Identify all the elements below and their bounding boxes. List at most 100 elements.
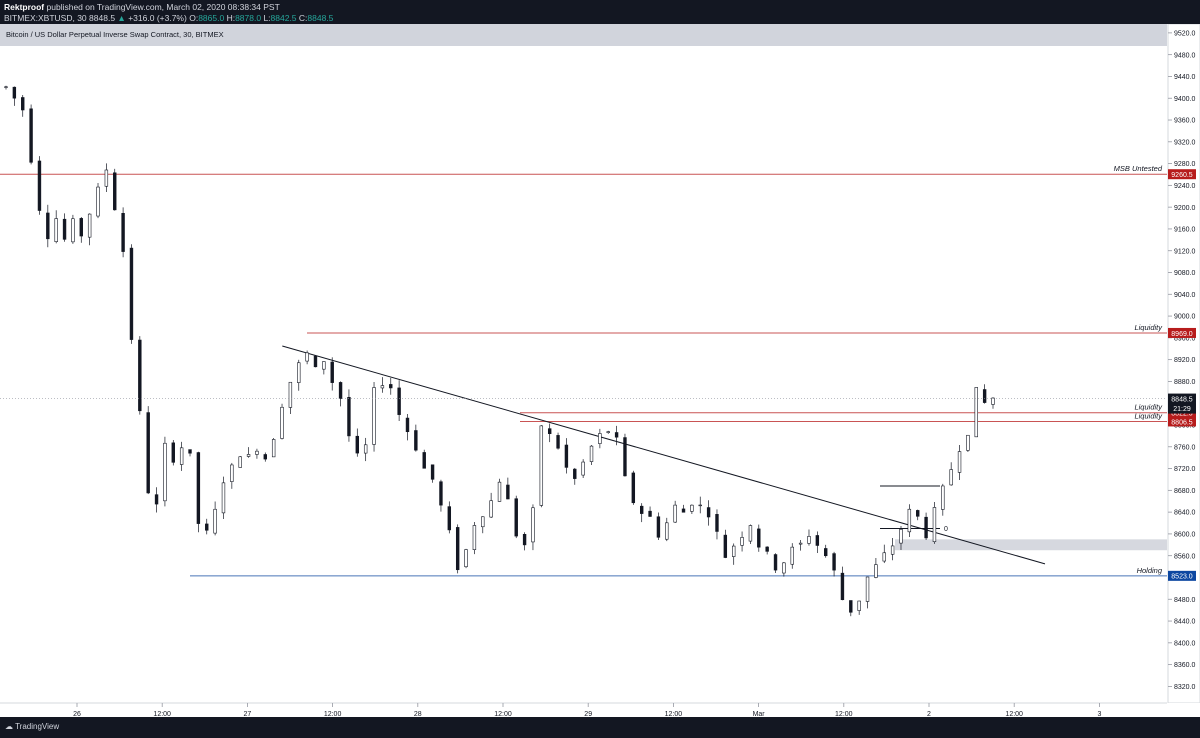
candle-body[interactable] (196, 452, 201, 524)
price-chart[interactable]: 9520.0 9480.0 9440.0 9400.0 9360.0 9320.0 9280… (0, 24, 1200, 717)
candle-body[interactable] (807, 536, 811, 544)
candle-body[interactable] (380, 385, 385, 389)
candle-body[interactable] (146, 412, 150, 494)
candle-body[interactable] (757, 528, 761, 548)
trendline[interactable] (282, 345, 1046, 565)
candle-body[interactable] (455, 527, 460, 571)
candle-body[interactable] (665, 522, 669, 540)
candle-body[interactable] (765, 546, 769, 552)
candle-body[interactable] (740, 537, 744, 546)
candle-body[interactable] (773, 554, 778, 571)
footer-brand[interactable]: ☁ TradingView (5, 722, 59, 731)
candle-body[interactable] (639, 505, 644, 514)
candle-body[interactable] (514, 498, 518, 537)
candle-body[interactable] (573, 468, 577, 479)
candle-body[interactable] (623, 437, 627, 477)
candle-body[interactable] (179, 447, 184, 465)
candle-body[interactable] (29, 108, 33, 163)
candle-body[interactable] (874, 564, 878, 578)
candle-body[interactable] (297, 362, 301, 383)
candle-body[interactable] (213, 508, 217, 534)
candle-body[interactable] (54, 218, 58, 242)
candle-body[interactable] (62, 218, 67, 240)
candle-body[interactable] (506, 484, 510, 500)
candle-body[interactable] (941, 485, 945, 510)
candle-body[interactable] (12, 86, 17, 99)
author-name[interactable]: Rektproof (4, 2, 45, 12)
candle-body[interactable] (857, 600, 861, 611)
candle-body[interactable] (631, 472, 636, 504)
candle-body[interactable] (648, 510, 652, 517)
candle-body[interactable] (824, 548, 828, 557)
candle-body[interactable] (907, 508, 912, 533)
candle-body[interactable] (598, 433, 602, 444)
candle-body[interactable] (355, 435, 360, 454)
candle-body[interactable] (330, 361, 334, 383)
candle-body[interactable] (4, 86, 8, 88)
candle-body[interactable] (723, 534, 728, 558)
candle-body[interactable] (706, 507, 711, 518)
candle-body[interactable] (865, 576, 870, 602)
candle-body[interactable] (238, 456, 242, 468)
candle-body[interactable] (840, 572, 845, 601)
candle-body[interactable] (37, 160, 42, 211)
candle-body[interactable] (87, 213, 92, 238)
candle-body[interactable] (539, 425, 544, 506)
candle-body[interactable] (372, 387, 376, 445)
plot-area[interactable] (0, 46, 1167, 703)
candle-body[interactable] (991, 397, 995, 405)
candle-body[interactable] (798, 542, 803, 545)
candle-body[interactable] (472, 525, 477, 550)
candle-body[interactable] (263, 454, 267, 460)
candle-body[interactable] (288, 381, 293, 408)
candle-body[interactable] (606, 431, 610, 433)
candle-body[interactable] (924, 516, 928, 539)
candle-body[interactable] (21, 97, 25, 111)
candle-body[interactable] (422, 452, 426, 469)
candle-body[interactable] (673, 504, 677, 523)
candle-body[interactable] (389, 384, 393, 389)
candle-body[interactable] (481, 516, 485, 528)
candle-body[interactable] (949, 469, 953, 486)
candle-body[interactable] (313, 355, 318, 368)
candle-body[interactable] (46, 212, 50, 240)
candle-body[interactable] (464, 549, 468, 568)
candle-body[interactable] (430, 464, 435, 480)
price-axis[interactable] (1167, 24, 1200, 704)
candle-body[interactable] (338, 382, 343, 399)
candle-body[interactable] (556, 435, 560, 449)
candle-body[interactable] (71, 218, 75, 243)
candle-body[interactable] (96, 186, 100, 217)
candle-body[interactable] (748, 525, 753, 542)
candle-body[interactable] (547, 428, 552, 434)
candle-body[interactable] (154, 494, 159, 505)
candle-body[interactable] (205, 523, 209, 531)
candle-body[interactable] (271, 439, 276, 458)
candle-body[interactable] (581, 461, 585, 476)
candle-body[interactable] (230, 464, 234, 482)
candle-body[interactable] (121, 213, 125, 252)
candle-body[interactable] (255, 450, 259, 455)
candle-body[interactable] (489, 500, 493, 518)
order-block-zone[interactable] (895, 539, 1167, 551)
candle-body[interactable] (589, 445, 594, 462)
candle-body[interactable] (414, 430, 418, 451)
candle-body[interactable] (104, 169, 109, 187)
candle-body[interactable] (882, 552, 886, 562)
candle-body[interactable] (531, 507, 535, 543)
candle-body[interactable] (849, 600, 853, 613)
candle-body[interactable] (564, 444, 569, 468)
candle-body[interactable] (280, 406, 284, 439)
candle-body[interactable] (522, 534, 527, 546)
candle-body[interactable] (890, 545, 895, 555)
candle-body[interactable] (397, 387, 401, 415)
candle-body[interactable] (246, 454, 251, 457)
candle-body[interactable] (815, 535, 820, 546)
candle-body[interactable] (690, 504, 694, 512)
candle-body[interactable] (832, 553, 836, 571)
candle-body[interactable] (113, 172, 117, 211)
candle-body[interactable] (221, 482, 226, 514)
candle-body[interactable] (957, 451, 962, 473)
candle-body[interactable] (916, 510, 920, 517)
candle-body[interactable] (138, 339, 142, 412)
